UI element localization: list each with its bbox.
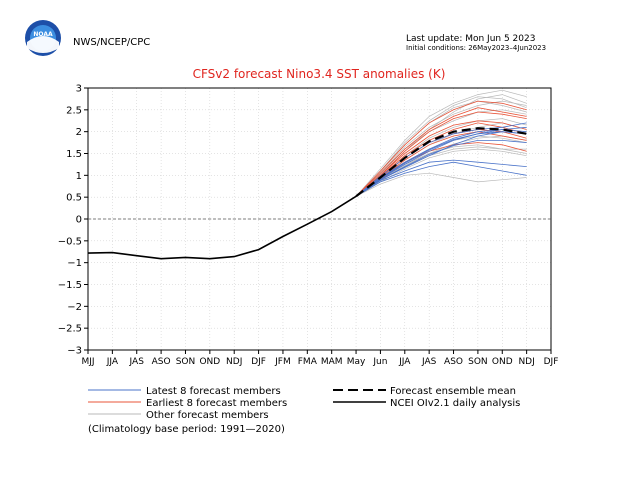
ensemble-mean-group: [355, 127, 527, 198]
latest-members-group: [355, 122, 527, 197]
x-tick-label: JAS: [129, 357, 145, 367]
x-tick-label: ASO: [444, 357, 463, 367]
y-tick-label: −3: [67, 346, 82, 357]
y-tick-label: 0.5: [66, 193, 82, 204]
earliest-member-line-1: [355, 100, 527, 197]
latest-member-line-2: [355, 159, 527, 197]
x-tick-label: FMA: [298, 357, 318, 367]
x-tick-label: SON: [176, 357, 196, 367]
other-member-line-2: [355, 172, 527, 197]
x-tick-label: JFM: [274, 357, 291, 367]
other-member-line-8: [355, 100, 527, 197]
other-member-line-10: [355, 146, 527, 197]
x-tick-label: JJA: [398, 357, 411, 367]
y-axis-ticks: 3 2.5 2 1.5 1 0.5 0 −0.5 −1 −1.5 −2 −2.5 −3: [58, 84, 88, 357]
latest-member-line-8: [355, 140, 527, 197]
x-axis-ticks: MJJ JJA JAS ASO SON OND NDJ DJF JFM FMA MAM May Jun J…: [81, 350, 558, 367]
y-tick-label: −2.5: [58, 324, 82, 335]
analysis-group: [87, 195, 357, 260]
legend: Latest 8 forecast members Earliest 8 for…: [88, 386, 520, 435]
x-tick-label: JJA: [106, 357, 119, 367]
y-tick-label: −1.5: [58, 280, 82, 291]
x-tick-label: MJJ: [81, 357, 94, 367]
other-member-line-11: [355, 109, 527, 197]
latest-member-line-5: [355, 161, 527, 197]
y-tick-label: 2.5: [66, 105, 82, 116]
legend-label-mean: Forecast ensemble mean: [390, 386, 516, 397]
y-tick-label: 0: [76, 215, 82, 226]
other-member-line-7: [355, 148, 527, 197]
x-tick-label: SON: [468, 357, 488, 367]
x-tick-label: OND: [199, 357, 220, 367]
x-tick-label: MAM: [321, 357, 343, 367]
noaa-logo-text: NOAA: [33, 31, 53, 38]
y-tick-label: −1: [67, 258, 82, 269]
x-tick-label: DJF: [544, 357, 559, 367]
x-tick-label: NDJ: [518, 357, 534, 367]
last-update: Last update: Mon Jun 5 2023: [406, 34, 535, 44]
x-tick-label: DJF: [251, 357, 266, 367]
earliest-member-line-6: [355, 111, 527, 197]
other-member-line-6: [355, 122, 527, 197]
x-tick-label: ASO: [152, 357, 171, 367]
earliest-member-line-5: [355, 122, 527, 197]
earliest-member-line-2: [355, 107, 527, 197]
analysis-line: [87, 195, 357, 260]
initial-conditions: Initial conditions: 26May2023–4Jun2023: [406, 44, 546, 52]
legend-label-latest: Latest 8 forecast members: [146, 386, 281, 397]
agency-label: NWS/NCEP/CPC: [73, 37, 150, 48]
legend-label-analysis: NCEI OIv2.1 daily analysis: [390, 398, 520, 409]
x-tick-label: OND: [492, 357, 513, 367]
latest-member-line-6: [355, 131, 527, 197]
y-tick-label: 1.5: [66, 149, 82, 160]
x-tick-label: JAS: [421, 357, 437, 367]
climatology-note: (Climatology base period: 1991—2020): [88, 424, 285, 435]
y-tick-label: 1: [76, 171, 82, 182]
y-tick-label: −0.5: [58, 236, 82, 247]
x-tick-label: NDJ: [226, 357, 242, 367]
y-tick-label: 2: [76, 127, 82, 138]
legend-label-earliest: Earliest 8 forecast members: [146, 398, 287, 409]
x-tick-label: May: [347, 357, 366, 367]
noaa-logo-bird: [27, 36, 59, 53]
latest-member-line-7: [355, 122, 527, 197]
y-tick-label: 3: [76, 84, 82, 95]
ensemble-mean-line: [355, 127, 527, 198]
y-tick-label: −2: [67, 302, 82, 313]
chart-title: CFSv2 forecast Nino3.4 SST anomalies (K): [193, 67, 446, 81]
x-tick-label: Jun: [372, 357, 387, 367]
other-member-line-1: [355, 89, 527, 197]
noaa-logo: NOAA: [25, 20, 61, 56]
legend-label-other: Other forecast members: [146, 410, 269, 421]
